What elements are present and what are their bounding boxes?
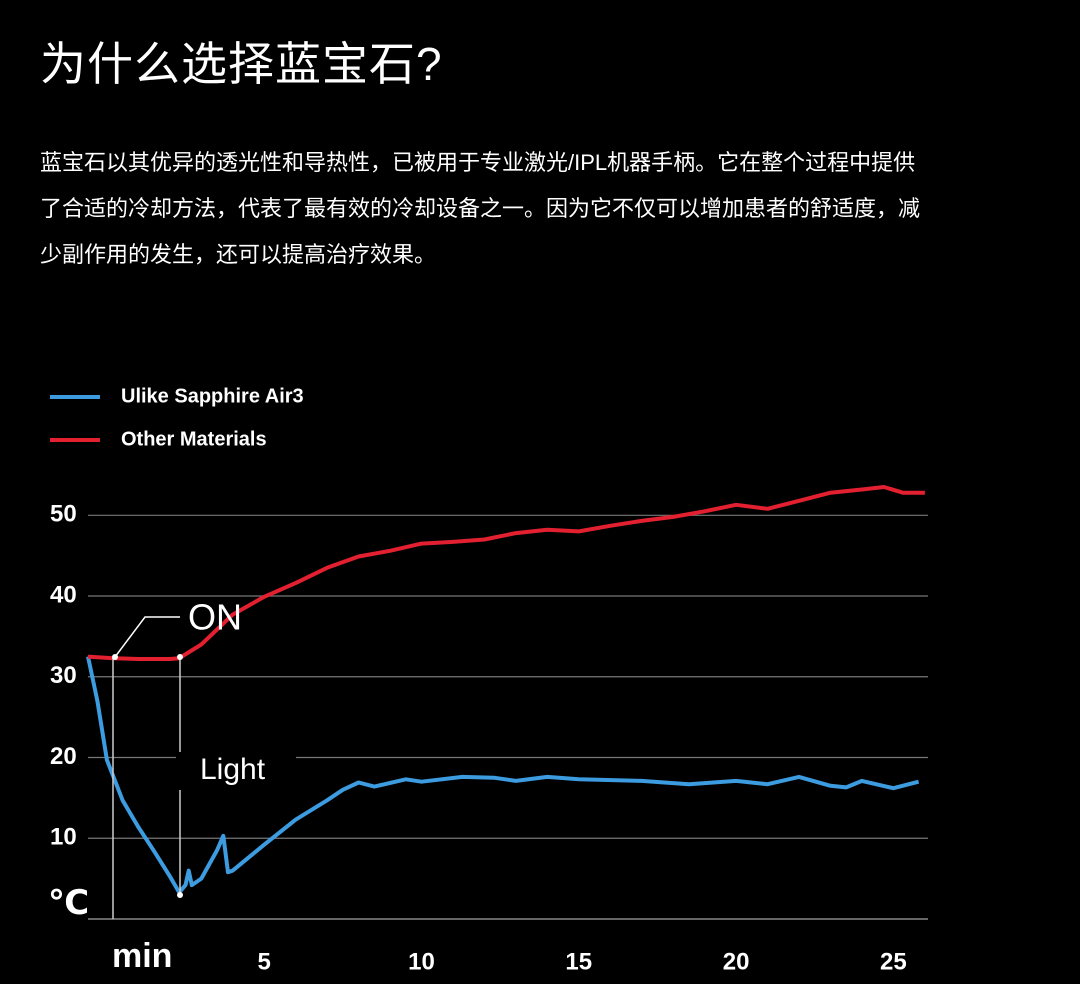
x-tick-label: 10 (408, 948, 435, 975)
marker-dot (177, 892, 183, 898)
x-tick-label: 25 (880, 948, 907, 975)
marker-dot (112, 654, 118, 660)
series-line (86, 656, 920, 895)
title: 为什么选择蓝宝石? (40, 38, 443, 90)
x-tick-label: 5 (258, 948, 271, 975)
y-tick-label: 50 (50, 501, 77, 528)
legend-label: Other Materials (121, 428, 267, 450)
series-line (87, 485, 925, 661)
light-backdrop (176, 752, 296, 790)
annotation: Light (200, 753, 266, 786)
y-tick-label: 40 (50, 581, 77, 608)
y-tick-label: 10 (50, 824, 77, 851)
on-leader (114, 616, 180, 658)
description: 蓝宝石以其优异的透光性和导热性，已被用于专业激光/IPL机器手柄。它在整个过程中… (40, 150, 921, 267)
y-axis-label: ℃ (48, 884, 89, 922)
x-tick-label: 20 (723, 948, 750, 975)
y-tick-label: 20 (50, 743, 77, 770)
legend-label: Ulike Sapphire Air3 (121, 385, 304, 407)
x-axis-label: min (112, 937, 172, 975)
annotation: ON (188, 597, 242, 638)
y-tick-label: 30 (50, 662, 77, 689)
x-tick-label: 15 (565, 948, 592, 975)
marker-dot (177, 654, 183, 660)
